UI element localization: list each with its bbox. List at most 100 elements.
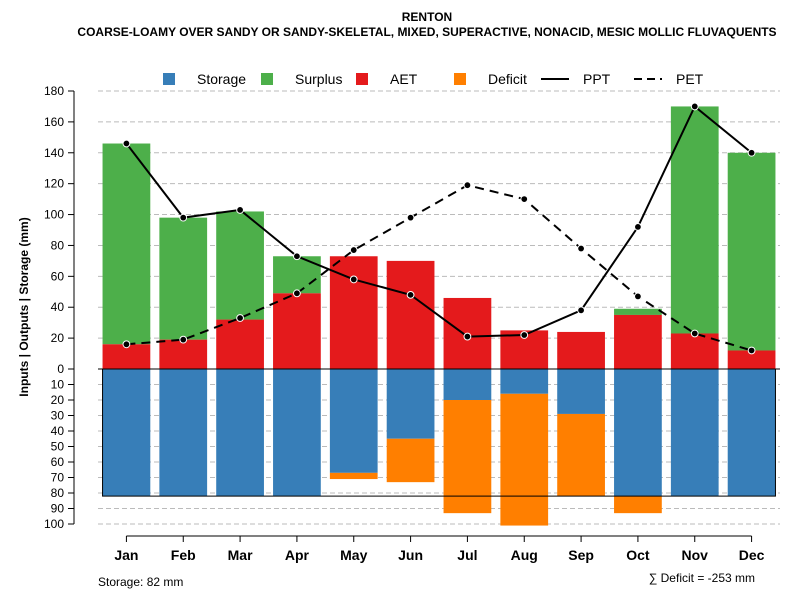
gridlines bbox=[98, 90, 780, 525]
chart-subtitle: COARSE-LOAMY OVER SANDY OR SANDY-SKELETA… bbox=[77, 25, 776, 39]
bars bbox=[98, 106, 780, 526]
storage-bar bbox=[216, 369, 264, 497]
y-tick-label: 160 bbox=[44, 115, 64, 129]
ppt-point bbox=[293, 252, 301, 261]
y-tick-label: 70 bbox=[51, 471, 65, 485]
x-tick-label: Nov bbox=[682, 547, 709, 563]
legend-swatch-storage bbox=[163, 73, 175, 85]
x-tick-label: Jun bbox=[398, 547, 423, 563]
storage-bar bbox=[557, 369, 605, 414]
y-tick-label: 80 bbox=[51, 486, 65, 500]
pet-point bbox=[463, 181, 472, 190]
ppt-line bbox=[125, 104, 753, 338]
ppt-point bbox=[463, 332, 472, 341]
surplus-bar bbox=[273, 256, 321, 294]
y-tick-label: 180 bbox=[44, 84, 64, 98]
y-tick-label: 120 bbox=[44, 177, 64, 191]
x-tick-label: Apr bbox=[285, 547, 310, 563]
y-tick-label: 60 bbox=[51, 455, 65, 469]
storage-bar bbox=[614, 369, 662, 497]
legend-swatch-surplus bbox=[261, 73, 273, 85]
aet-bar bbox=[727, 350, 776, 369]
y-tick-label: 140 bbox=[44, 146, 64, 160]
series-lines bbox=[122, 102, 756, 355]
surplus-bar bbox=[159, 217, 208, 340]
pet-point bbox=[179, 335, 188, 344]
storage-bar bbox=[727, 369, 776, 497]
surplus-bar bbox=[727, 152, 776, 351]
pet-point bbox=[406, 213, 415, 222]
deficit-footer: ∑ Deficit = -253 mm bbox=[649, 571, 755, 585]
ppt-point bbox=[634, 223, 642, 231]
x-tick-label: Mar bbox=[228, 547, 253, 563]
storage-footer: Storage: 82 mm bbox=[98, 575, 183, 589]
y-tick-label: 80 bbox=[51, 238, 65, 252]
x-tick-label: Feb bbox=[171, 547, 196, 563]
legend-label-ppt: PPT bbox=[583, 71, 611, 87]
y-tick-label: 0 bbox=[57, 362, 64, 376]
storage-bar bbox=[159, 369, 208, 497]
surplus-bar bbox=[670, 106, 719, 334]
y-tick-label: 100 bbox=[44, 517, 64, 531]
x-tick-label: Jul bbox=[457, 547, 477, 563]
deficit-bar bbox=[329, 472, 378, 480]
aet-bar bbox=[386, 260, 435, 369]
legend-label-surplus: Surplus bbox=[295, 71, 342, 87]
pet-point bbox=[293, 289, 301, 298]
y-tick-label: 40 bbox=[51, 300, 65, 314]
storage-bar bbox=[329, 369, 378, 473]
pet-point bbox=[122, 340, 131, 349]
storage-bar bbox=[443, 369, 492, 400]
storage-bar bbox=[102, 369, 151, 497]
legend: Storage Surplus AET Deficit PPT PET bbox=[163, 71, 704, 87]
x-tick-label: Jan bbox=[114, 547, 138, 563]
y-axis-label: Inputs | Outputs | Storage (mm) bbox=[17, 217, 31, 396]
aet-bar bbox=[159, 339, 208, 369]
ppt-point bbox=[179, 213, 188, 222]
legend-label-deficit: Deficit bbox=[488, 71, 527, 87]
aet-bar bbox=[329, 256, 378, 369]
x-tick-label: Oct bbox=[626, 547, 650, 563]
deficit-bar bbox=[500, 393, 549, 526]
pet-line bbox=[126, 184, 752, 352]
legend-swatch-aet bbox=[356, 73, 368, 85]
aet-bar bbox=[614, 314, 662, 369]
pet-point bbox=[577, 244, 585, 253]
x-tick-label: May bbox=[340, 547, 367, 563]
surplus-bar bbox=[102, 143, 151, 345]
deficit-bar bbox=[443, 400, 492, 514]
y-tick-label: 20 bbox=[51, 393, 65, 407]
storage-bar bbox=[500, 369, 549, 394]
y-tick-label: 40 bbox=[51, 424, 65, 438]
y-tick-label: 90 bbox=[51, 502, 65, 516]
legend-swatch-deficit bbox=[454, 73, 466, 85]
storage-bar bbox=[273, 369, 321, 497]
ppt-point bbox=[406, 290, 415, 299]
ppt-point bbox=[747, 148, 756, 157]
aet-bar bbox=[273, 293, 321, 369]
pet-point bbox=[747, 346, 756, 355]
axes: 0204060801001201401601801020304050607080… bbox=[44, 84, 765, 563]
surplus-bar bbox=[216, 211, 264, 320]
x-tick-label: Dec bbox=[739, 547, 765, 563]
aet-bar bbox=[557, 331, 605, 369]
ppt-point bbox=[349, 275, 358, 284]
chart-title: RENTON bbox=[402, 10, 452, 24]
y-tick-label: 30 bbox=[51, 409, 65, 423]
pet-point bbox=[634, 292, 642, 301]
pet-point bbox=[349, 246, 358, 254]
y-tick-label: 50 bbox=[51, 440, 65, 454]
ppt-point bbox=[520, 331, 529, 339]
deficit-bar bbox=[557, 413, 605, 497]
storage-bar bbox=[386, 369, 435, 439]
y-tick-label: 100 bbox=[44, 208, 64, 222]
deficit-bar bbox=[614, 496, 662, 514]
pet-point bbox=[520, 195, 529, 204]
legend-label-storage: Storage bbox=[197, 71, 246, 87]
pet-point bbox=[236, 314, 244, 322]
y-tick-label: 20 bbox=[51, 331, 65, 345]
aet-bar bbox=[216, 319, 264, 369]
aet-bar bbox=[102, 344, 151, 369]
surplus-bar bbox=[614, 308, 662, 315]
